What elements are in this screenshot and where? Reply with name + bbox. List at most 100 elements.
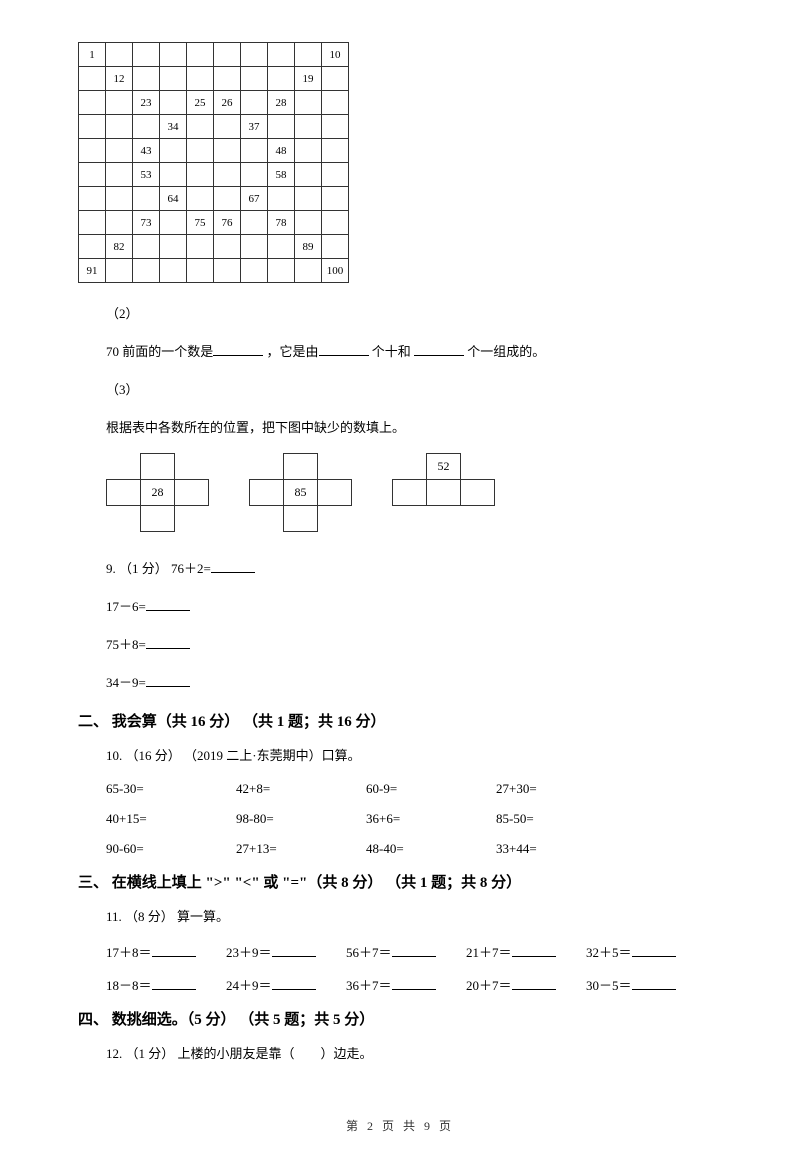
- blank[interactable]: [512, 943, 556, 957]
- calc-item: 90-60=: [106, 841, 236, 857]
- chart-cell: [322, 163, 349, 187]
- blank[interactable]: [211, 559, 255, 573]
- cross-value: 52: [427, 454, 461, 480]
- chart-cell: [133, 67, 160, 91]
- chart-cell: [187, 259, 214, 283]
- calc-item: 18－8＝: [106, 975, 226, 994]
- chart-cell: [187, 187, 214, 211]
- calc-item: 85-50=: [496, 811, 626, 827]
- hundred-chart: 1101219232526283437434853586467737576788…: [78, 42, 349, 283]
- chart-cell: [295, 43, 322, 67]
- cross-shape-1: 28: [106, 453, 209, 532]
- blank[interactable]: [213, 342, 263, 356]
- chart-cell: 58: [268, 163, 295, 187]
- blank[interactable]: [512, 976, 556, 990]
- chart-cell: [187, 163, 214, 187]
- blank[interactable]: [272, 943, 316, 957]
- chart-cell: [160, 139, 187, 163]
- blank[interactable]: [392, 943, 436, 957]
- chart-cell: 1: [79, 43, 106, 67]
- chart-cell: 26: [214, 91, 241, 115]
- calc-item: 36＋7＝: [346, 975, 466, 994]
- chart-cell: 78: [268, 211, 295, 235]
- chart-cell: [106, 43, 133, 67]
- chart-cell: [241, 259, 268, 283]
- calc-item: 65-30=: [106, 781, 236, 797]
- chart-cell: [160, 43, 187, 67]
- chart-cell: [295, 259, 322, 283]
- chart-cell: [322, 235, 349, 259]
- calc-item: 21＋7＝: [466, 942, 586, 961]
- blank[interactable]: [152, 976, 196, 990]
- chart-cell: [187, 115, 214, 139]
- question-9-item: 17－6=: [78, 594, 722, 620]
- blank[interactable]: [272, 976, 316, 990]
- chart-cell: [322, 67, 349, 91]
- chart-cell: [79, 211, 106, 235]
- chart-cell: [214, 235, 241, 259]
- blank[interactable]: [632, 943, 676, 957]
- blank[interactable]: [146, 673, 190, 687]
- chart-cell: [106, 139, 133, 163]
- chart-cell: [214, 139, 241, 163]
- chart-cell: [241, 163, 268, 187]
- chart-cell: 19: [295, 67, 322, 91]
- chart-cell: 53: [133, 163, 160, 187]
- chart-cell: [79, 67, 106, 91]
- chart-cell: [322, 115, 349, 139]
- question-11: 11. （8 分） 算一算。: [78, 904, 722, 930]
- blank[interactable]: [146, 635, 190, 649]
- calc-item: 48-40=: [366, 841, 496, 857]
- cross-value: 85: [284, 480, 318, 506]
- calc-item: 30－5＝: [586, 975, 706, 994]
- question-10: 10. （16 分） （2019 二上·东莞期中）口算。: [78, 743, 722, 769]
- chart-cell: [214, 259, 241, 283]
- chart-cell: 48: [268, 139, 295, 163]
- chart-cell: [133, 115, 160, 139]
- calc-item: 20＋7＝: [466, 975, 586, 994]
- blank[interactable]: [632, 976, 676, 990]
- chart-cell: [295, 139, 322, 163]
- chart-cell: [187, 67, 214, 91]
- chart-cell: 12: [106, 67, 133, 91]
- chart-cell: [79, 163, 106, 187]
- chart-cell: [214, 67, 241, 91]
- chart-cell: [160, 211, 187, 235]
- calc-item: 40+15=: [106, 811, 236, 827]
- blank[interactable]: [319, 342, 369, 356]
- cross-shape-2: 85: [249, 453, 352, 532]
- chart-cell: 89: [295, 235, 322, 259]
- calc-item: 24＋9＝: [226, 975, 346, 994]
- chart-cell: [160, 67, 187, 91]
- chart-cell: 82: [106, 235, 133, 259]
- cross-shape-3: 52: [392, 453, 495, 532]
- chart-cell: [133, 259, 160, 283]
- chart-cell: [322, 187, 349, 211]
- section-4-heading: 四、 数挑细选。（5 分） （共 5 题；共 5 分）: [78, 1008, 722, 1029]
- cross-shapes-row: 28 85 52: [78, 453, 722, 532]
- question-9-item: 34－9=: [78, 670, 722, 696]
- chart-cell: [268, 115, 295, 139]
- calc-grid: 65-30=42+8=60-9=27+30=40+15=98-80=36+6=8…: [78, 781, 722, 857]
- calc-item: 17＋8＝: [106, 942, 226, 961]
- cross-value: 28: [141, 480, 175, 506]
- calc-item: 42+8=: [236, 781, 366, 797]
- chart-cell: [241, 139, 268, 163]
- blank[interactable]: [152, 943, 196, 957]
- calc-item: 36+6=: [366, 811, 496, 827]
- chart-cell: [79, 139, 106, 163]
- calc-item: 23＋9＝: [226, 942, 346, 961]
- chart-cell: 28: [268, 91, 295, 115]
- chart-cell: [79, 115, 106, 139]
- chart-cell: 37: [241, 115, 268, 139]
- calc-item: 56＋7＝: [346, 942, 466, 961]
- chart-cell: [214, 187, 241, 211]
- blank[interactable]: [414, 342, 464, 356]
- sub-question-2-text: 70 前面的一个数是 ，它是由 个十和 个一组成的。: [78, 339, 722, 365]
- blank[interactable]: [392, 976, 436, 990]
- blank[interactable]: [146, 597, 190, 611]
- calc-item: 27+30=: [496, 781, 626, 797]
- chart-cell: [106, 163, 133, 187]
- chart-cell: [241, 235, 268, 259]
- chart-cell: [214, 43, 241, 67]
